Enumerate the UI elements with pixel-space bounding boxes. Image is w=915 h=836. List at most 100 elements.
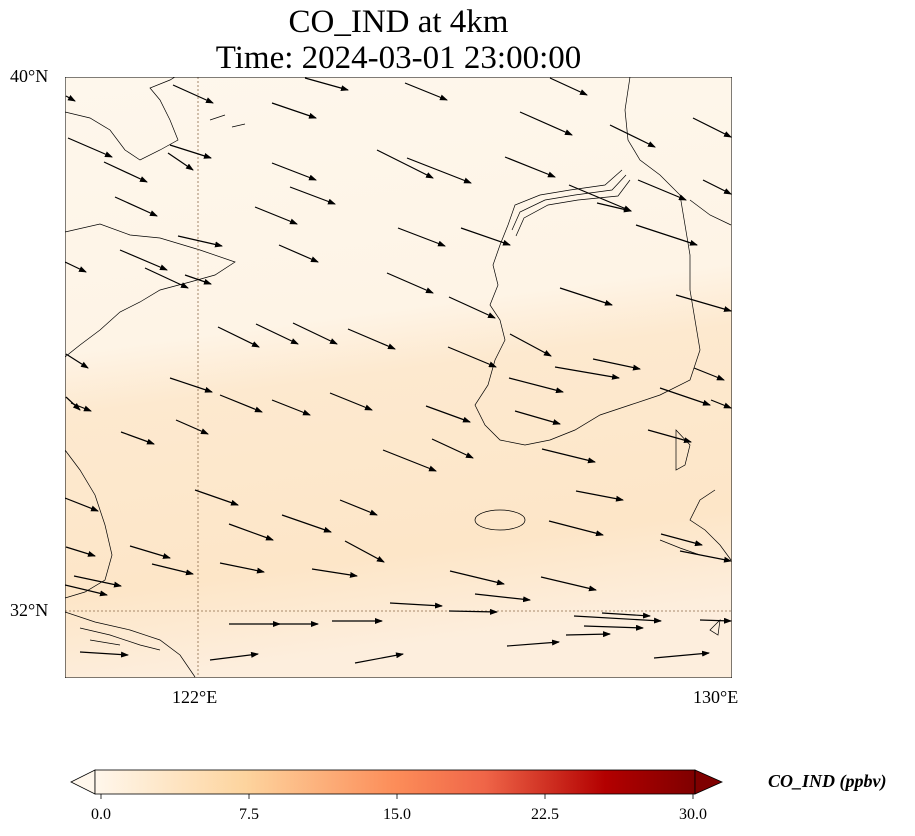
wind-arrow [339,499,378,516]
wind-arrow [79,651,129,658]
wind-arrow [255,323,299,345]
co-field [65,77,732,678]
wind-arrow [635,224,698,246]
wind-arrow [209,651,259,661]
wind-arrow [228,523,274,541]
wind-arrow [65,546,96,557]
wind-arrow [382,449,437,472]
wind-arrow [541,448,596,464]
wind-arrow [449,570,505,586]
wind-arrow [509,333,552,357]
wind-arrow [637,179,687,201]
wind-arrow [144,267,189,289]
wind-arrow [540,576,597,592]
colorbar-extend-min [70,769,96,795]
colorbar-tick: 7.5 [239,806,259,823]
wind-arrow [311,568,358,578]
wind-arrow [386,272,434,294]
wind-arrow [103,161,148,183]
gridlines [65,77,731,677]
wind-arrow [573,615,662,624]
wind-arrow [519,111,573,136]
colorbar-gradient [94,769,696,795]
wind-arrow [292,322,338,345]
wind-arrow [129,545,171,559]
colorbar-tick: 0.0 [91,806,111,823]
wind-arrow [514,410,561,425]
wind-arrow [184,274,212,285]
wind-arrow [329,392,373,411]
wind-arrow [425,405,471,423]
wind-arrow [254,206,298,225]
wind-arrow [710,399,732,409]
wind-arrow [659,387,711,406]
wind-arrow [271,399,311,416]
wind-arrow [354,652,404,664]
colorbar [70,769,723,799]
wind-arrow [65,94,76,102]
wind-arrow [169,377,213,393]
wind-arrow [565,631,611,638]
colorbar-tick: 15.0 [383,806,411,823]
wind-arrow [70,402,92,412]
wind-arrow [304,77,349,92]
wind-arrow [575,490,624,502]
wind-vectors [65,77,732,664]
wind-arrow [289,186,336,205]
wind-arrow [554,366,620,380]
wind-arrow [699,617,732,624]
wind-arrow [119,249,168,271]
wind-arrow [172,84,214,104]
wind-arrow [397,227,446,247]
wind-arrow [448,296,496,319]
wind-arrow [175,419,209,435]
wind-arrow [65,353,89,369]
wind-arrow [219,562,265,574]
wind-arrow [271,162,317,181]
colorbar-label: CO_IND (ppbv) [768,771,887,791]
wind-arrow [548,520,604,537]
wind-arrow [679,550,732,563]
wind-arrow [601,612,651,619]
wind-arrow [65,261,87,273]
wind-arrow [344,540,385,563]
lat-tick-40: 40°N [10,66,49,86]
wind-arrow [219,394,263,413]
colorbar-extend-max [694,769,723,795]
wind-arrow [675,294,732,312]
wind-arrow [692,117,732,138]
wind-arrow [596,202,632,213]
lon-tick-122: 122°E [172,687,218,707]
wind-arrow [460,227,511,246]
wind-arrow [660,533,703,547]
lon-tick-130: 130°E [693,687,739,707]
wind-arrow [347,328,396,350]
wind-arrow [431,438,474,459]
wind-arrow [217,326,260,348]
wind-arrow [549,77,588,96]
wind-arrow [504,156,556,178]
wind-arrow [73,575,122,588]
wind-arrow [568,184,632,212]
wind-arrow [65,497,99,512]
wind-arrow [474,593,531,603]
wind-arrow [447,346,497,368]
wind-arrow [376,149,434,179]
wind-arrow [389,602,443,609]
wind-arrow [406,157,472,184]
wind-arrow [281,514,332,533]
wind-arrow [120,431,155,445]
wind-arrow [278,244,319,263]
wind-arrow [404,82,448,101]
wind-arrow [114,196,158,217]
wind-arrow [647,429,692,444]
wind-arrow [609,124,656,148]
wind-arrow [592,358,641,371]
colorbar-tick: 22.5 [531,806,559,823]
map-plot [65,77,732,678]
map-subtitle: Time: 2024-03-01 23:00:00 [215,40,582,76]
wind-arrow [508,377,564,394]
wind-arrow [559,287,613,306]
wind-arrow [506,639,560,647]
lat-tick-32: 32°N [10,600,49,620]
